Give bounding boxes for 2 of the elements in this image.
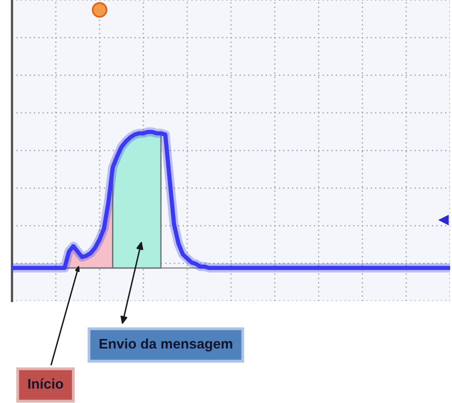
text: Início: [28, 378, 64, 389]
text: Envio da mensagem: [100, 338, 232, 352]
